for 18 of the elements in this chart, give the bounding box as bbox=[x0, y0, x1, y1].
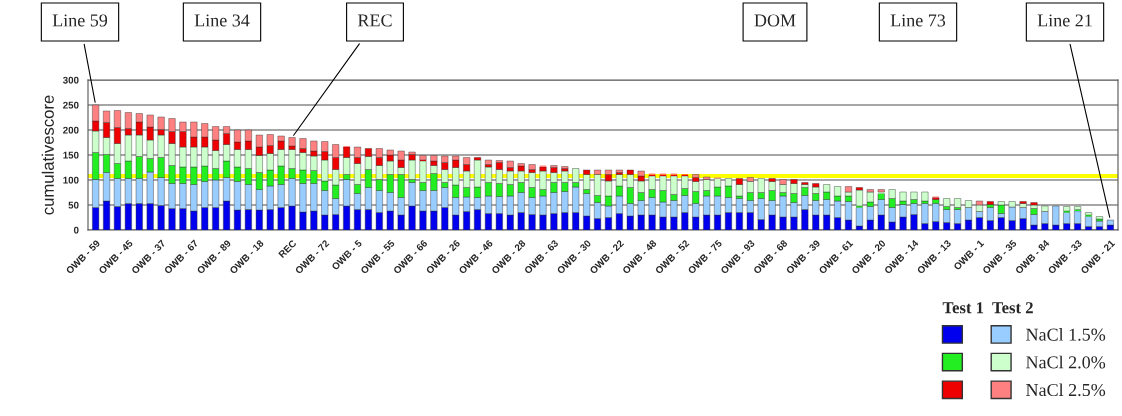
legend-label: NaCl 2.5% bbox=[1026, 383, 1106, 397]
text: Line 73 bbox=[890, 14, 946, 27]
legend-label: NaCl 2.0% bbox=[1026, 355, 1106, 369]
y-tick-label: 0 bbox=[73, 226, 79, 234]
text: DOM bbox=[754, 14, 796, 27]
annotation: REC bbox=[357, 14, 392, 27]
y-axis-title: cumulativescore bbox=[41, 95, 54, 215]
y-tick-label: 150 bbox=[63, 151, 79, 159]
y-tick-label: 200 bbox=[63, 126, 79, 134]
y-tick-label: 250 bbox=[63, 101, 79, 109]
legend-label: NaCl 1.5% bbox=[1026, 328, 1106, 341]
text: Line 34 bbox=[194, 14, 250, 27]
y-tick-label: 100 bbox=[63, 176, 79, 184]
legend-title: Test 1 Test 2 bbox=[942, 302, 1033, 314]
y-tick-label: 300 bbox=[62, 76, 79, 84]
annotation: Line 59 bbox=[52, 14, 108, 27]
annotation: Line 21 bbox=[1037, 14, 1092, 27]
y-tick-label: 50 bbox=[68, 201, 79, 209]
